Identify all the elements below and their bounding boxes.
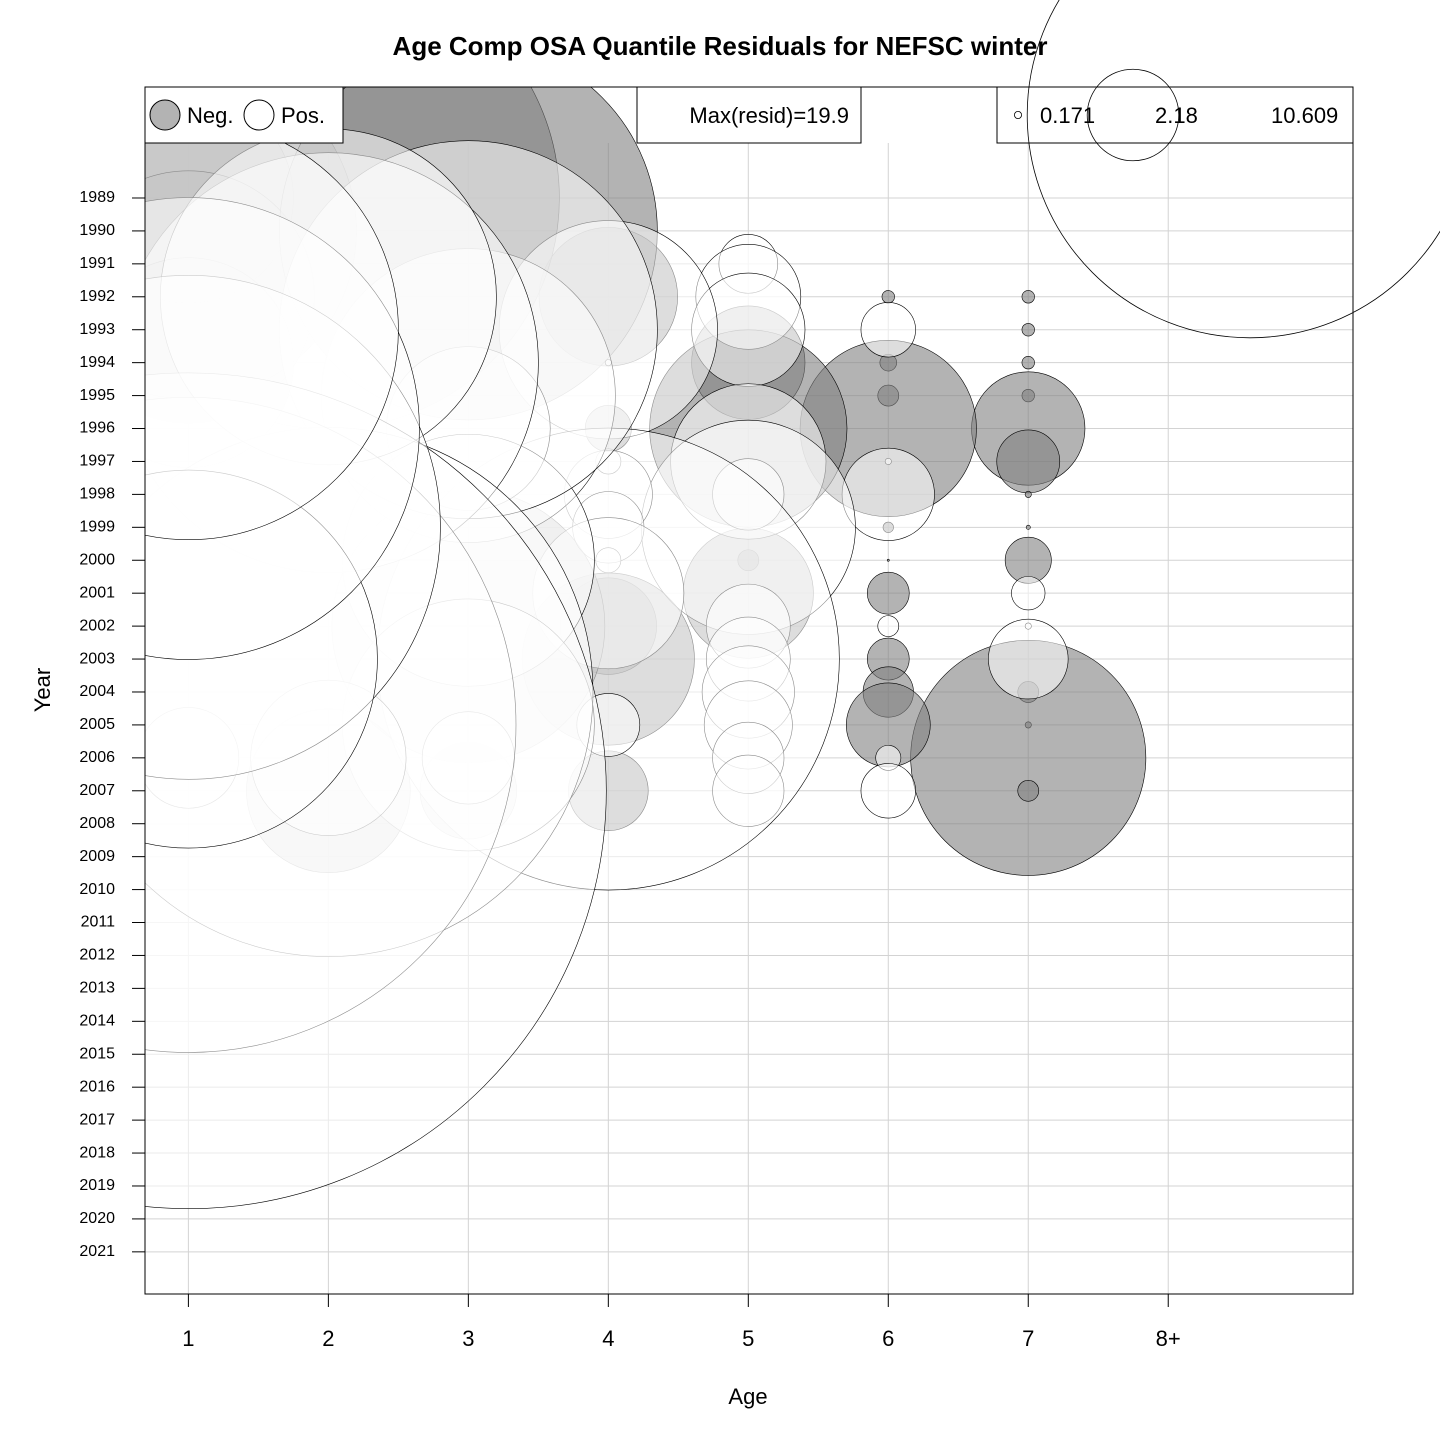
x-tick-label: 2 (322, 1326, 334, 1351)
y-tick-label: 2018 (79, 1144, 115, 1161)
y-tick-label: 2020 (79, 1210, 115, 1227)
size-legend-label: 0.171 (1040, 103, 1095, 128)
legend-label: Neg. (187, 103, 233, 128)
x-tick-label: 5 (742, 1326, 754, 1351)
x-tick-label: 8+ (1156, 1326, 1181, 1351)
size-legend-label: 2.18 (1155, 103, 1198, 128)
size-legend-circle (1026, 0, 1440, 339)
legend-swatch (243, 99, 275, 131)
y-tick-label: 1999 (79, 519, 115, 536)
bubble (841, 447, 935, 541)
size-legend-circle (1014, 111, 1022, 119)
y-tick-label: 2000 (79, 551, 115, 568)
x-tick-label: 1 (182, 1326, 194, 1351)
bubble (877, 615, 900, 637)
bubble (996, 429, 1061, 494)
y-tick-label: 2017 (79, 1111, 115, 1128)
y-tick-label: 1994 (79, 354, 115, 371)
y-tick-label: 2021 (79, 1243, 115, 1260)
y-tick-label: 1989 (79, 189, 115, 206)
legend-box (636, 86, 862, 144)
x-axis-label: Age (728, 1384, 767, 1409)
y-axis-label: Year (30, 668, 55, 712)
bubble (860, 763, 916, 819)
y-tick-label: 2007 (79, 782, 115, 799)
y-tick-label: 1991 (79, 255, 115, 272)
x-tick-label: 6 (882, 1326, 894, 1351)
y-tick-label: 2014 (79, 1013, 115, 1030)
x-tick-label: 4 (602, 1326, 614, 1351)
y-tick-label: 2001 (79, 584, 115, 601)
y-tick-label: 2004 (79, 683, 115, 700)
bubble (1024, 490, 1032, 498)
y-tick-label: 2006 (79, 749, 115, 766)
max-label: Max(resid)=19.9 (689, 103, 849, 128)
y-tick-label: 1996 (79, 420, 115, 437)
chart-title: Age Comp OSA Quantile Residuals for NEFS… (393, 31, 1048, 61)
bubble (860, 302, 916, 358)
y-tick-label: 1993 (79, 321, 115, 338)
bubble (1021, 356, 1035, 370)
y-tick-label: 1992 (79, 288, 115, 305)
y-tick-label: 2002 (79, 617, 115, 634)
y-tick-label: 2009 (79, 848, 115, 865)
bubbles (145, 87, 1147, 1209)
y-tick-label: 2012 (79, 947, 115, 964)
bubble (1021, 290, 1035, 304)
x-tick-label: 7 (1022, 1326, 1034, 1351)
bubble (1025, 524, 1031, 530)
size-legend-circle (1086, 68, 1180, 162)
legend-label: Pos. (281, 103, 325, 128)
y-tick-label: 2013 (79, 980, 115, 997)
y-tick-label: 2010 (79, 881, 115, 898)
y-tick-label: 2019 (79, 1177, 115, 1194)
legend-swatch (149, 99, 181, 131)
bubble (866, 571, 910, 615)
y-tick-label: 1998 (79, 486, 115, 503)
y-tick-label: 1995 (79, 387, 115, 404)
y-tick-label: 1997 (79, 453, 115, 470)
bubble (1021, 323, 1035, 337)
y-tick-label: 2011 (81, 914, 116, 931)
y-tick-label: 2005 (79, 716, 115, 733)
bubble (886, 558, 890, 562)
size-legend-label: 10.609 (1271, 103, 1338, 128)
x-tick-label: 3 (462, 1326, 474, 1351)
y-tick-label: 1990 (79, 222, 115, 239)
y-tick-label: 2015 (79, 1045, 115, 1062)
y-tick-label: 2003 (79, 650, 115, 667)
bubble (988, 618, 1069, 700)
y-tick-label: 2008 (79, 815, 115, 832)
bubble (881, 290, 895, 304)
bubble (1011, 576, 1046, 611)
plot-frame (144, 86, 1354, 1295)
y-tick-label: 2016 (79, 1078, 115, 1095)
bubble (1017, 779, 1040, 802)
